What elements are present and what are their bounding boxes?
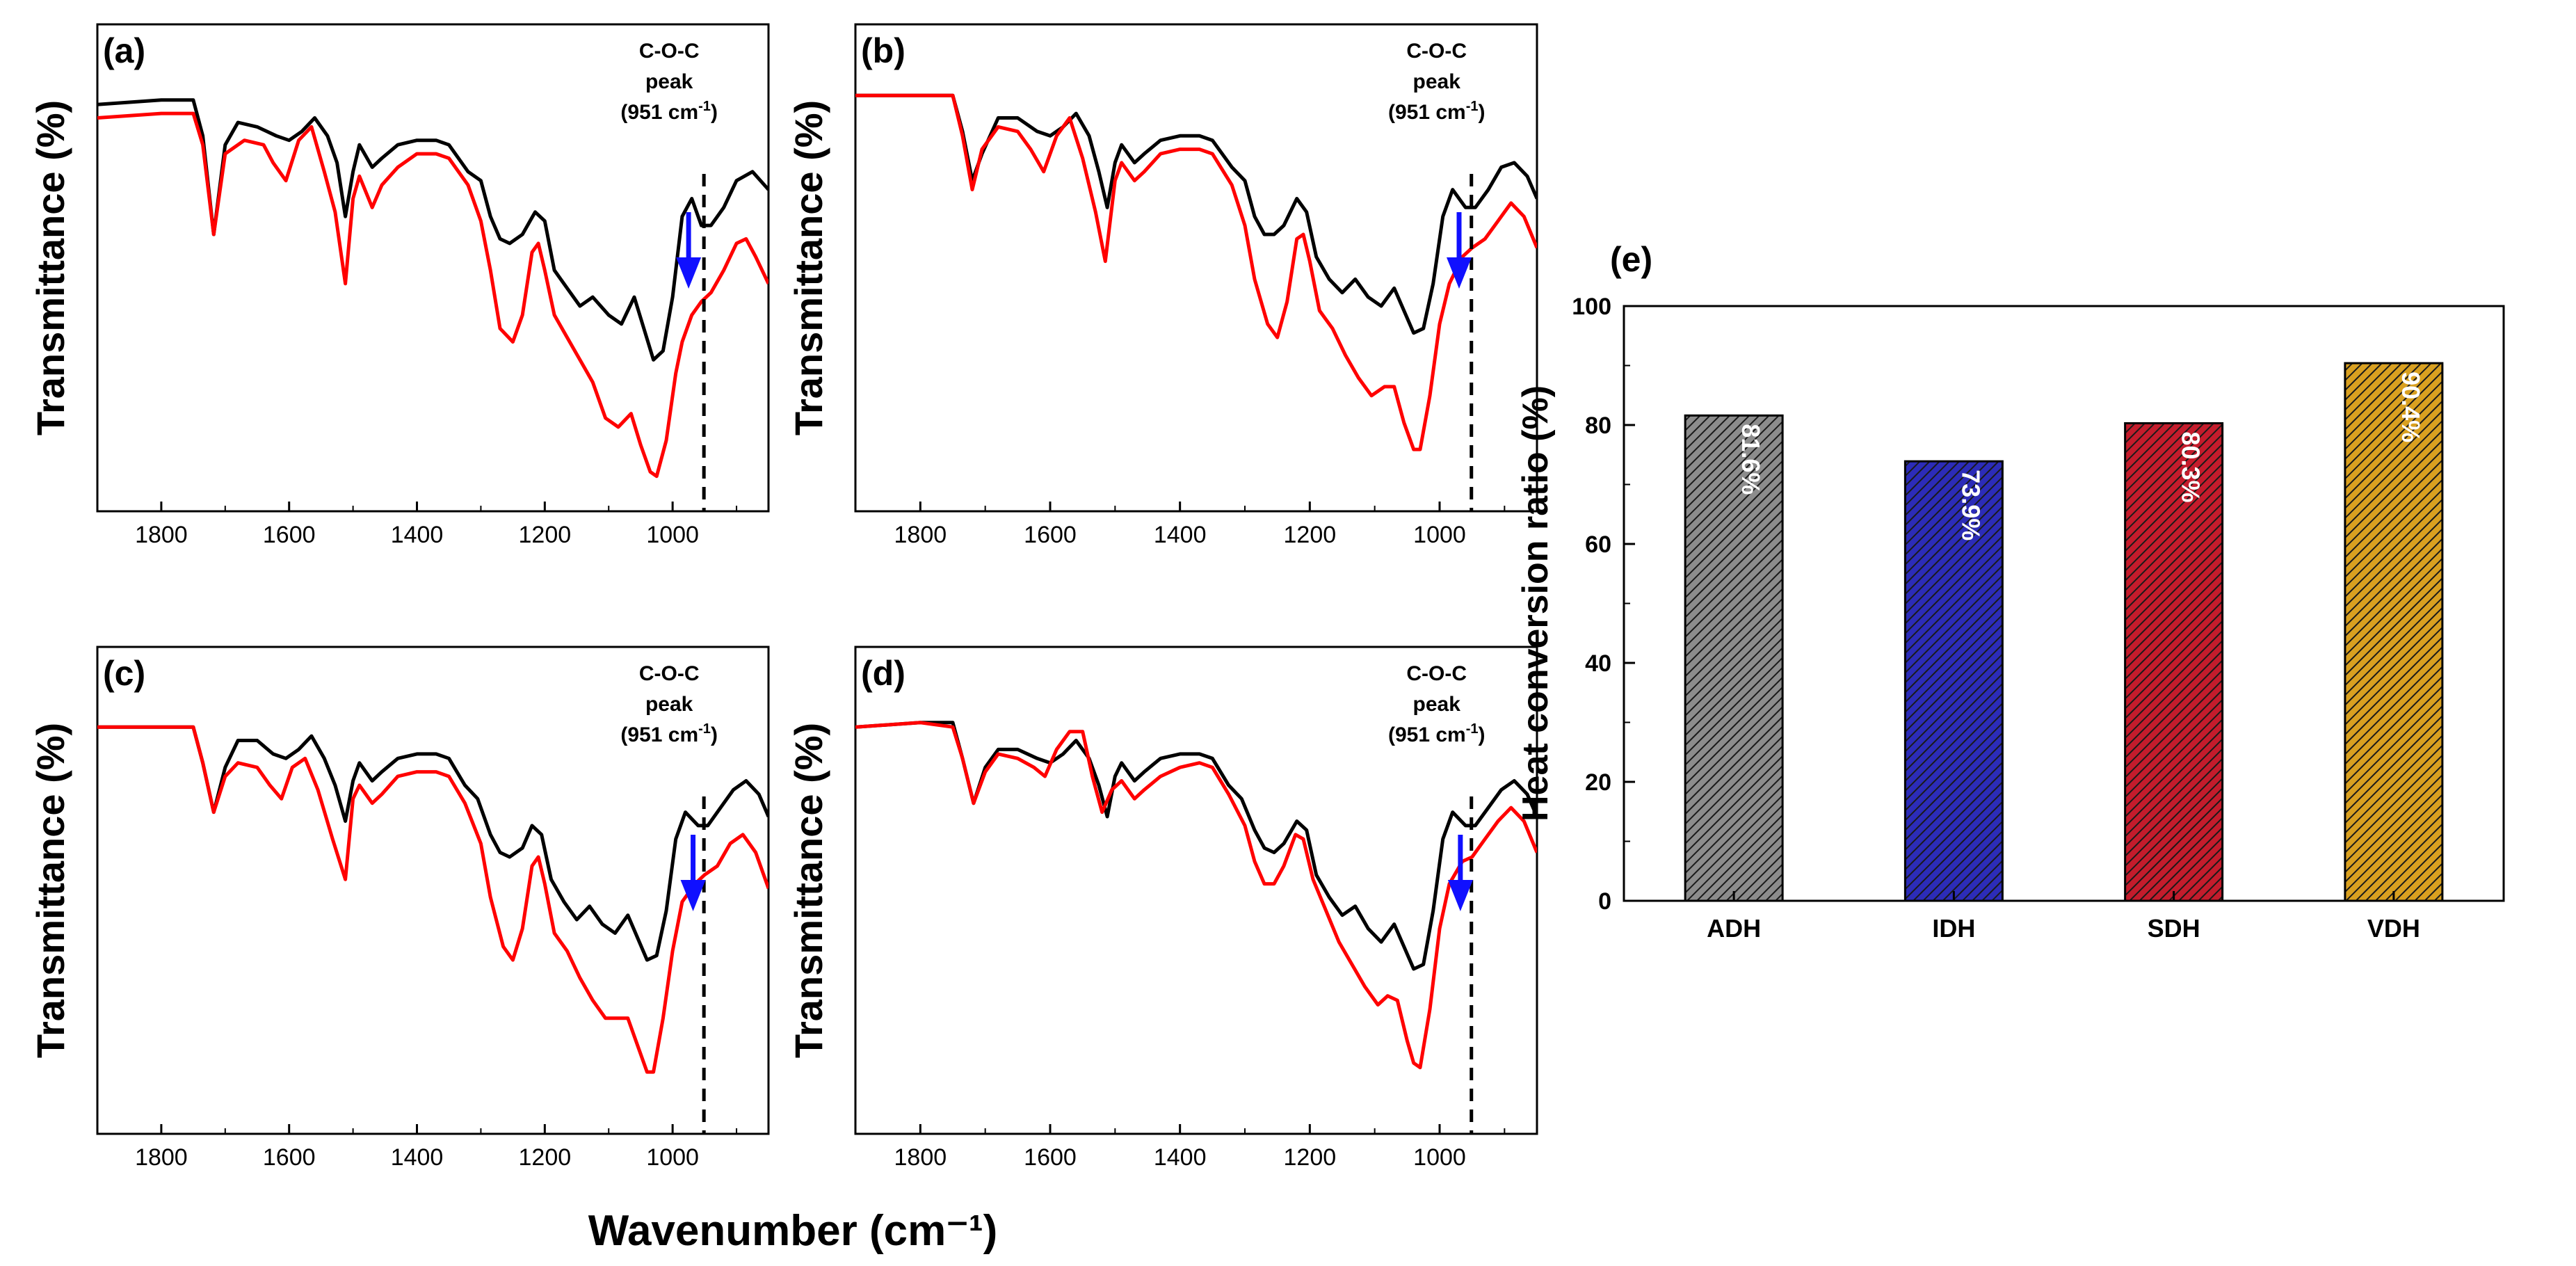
series-line-after <box>97 725 768 1074</box>
x-tick-label: 1600 <box>263 1144 316 1171</box>
ftir-panel-a: 1800 1600 1400 1200 1000 C-O-C peak (951 cm-1) (… <box>29 23 770 548</box>
y-axis-label: Transmittance (%) <box>787 723 830 1058</box>
x-tick-label: 1400 <box>391 522 444 548</box>
annotation-line-3: (951 cm-1) <box>1388 721 1486 746</box>
panel-label: (b) <box>861 31 905 70</box>
plot-frame <box>854 23 1538 513</box>
bar-idh <box>1903 460 2004 902</box>
series-line-before <box>97 98 768 362</box>
x-tick-label: 1000 <box>1413 1144 1466 1171</box>
x-tick-label: 1200 <box>1284 522 1337 548</box>
shared-x-axis-label: Wavenumber (cm⁻¹) <box>588 1207 998 1255</box>
y-axis-label: Heat conversion ratio (%) <box>1515 385 1556 822</box>
y-tick-label: 60 <box>1585 531 1611 558</box>
down-arrow-icon <box>1447 880 1473 911</box>
x-tick-label: 1200 <box>519 522 572 548</box>
x-tick-label: 1600 <box>263 522 316 548</box>
annotation-line-1: C-O-C <box>1406 662 1467 685</box>
ftir-panel-b: 1800 1600 1400 1200 1000 C-O-C peak (951 cm-1) (… <box>787 23 1538 548</box>
y-tick-label: 80 <box>1585 412 1611 439</box>
bar-adh <box>1684 414 1784 902</box>
bar-vdh <box>2344 362 2444 902</box>
x-tick-label: 1800 <box>135 1144 188 1171</box>
plot-frame <box>854 646 1538 1135</box>
series-line-after <box>97 111 768 479</box>
panel-label: (a) <box>103 31 145 70</box>
x-tick-label: 1600 <box>1024 522 1077 548</box>
x-tick-label: 1200 <box>1284 1144 1337 1171</box>
series-line-after <box>855 721 1537 1070</box>
annotation-line-1: C-O-C <box>639 40 700 63</box>
annotation-line-1: C-O-C <box>1406 40 1467 63</box>
ftir-panel-c: 1800 1600 1400 1200 1000 C-O-C peak (951 cm-1) (… <box>29 646 770 1171</box>
down-arrow-icon <box>676 257 702 289</box>
down-arrow-icon <box>1447 257 1472 289</box>
series-line-before <box>855 93 1537 335</box>
annotation-line-1: C-O-C <box>639 662 700 685</box>
x-tick-label: 1600 <box>1024 1144 1077 1171</box>
category-label-vdh: VDH <box>2367 914 2420 943</box>
plot-frame <box>96 646 770 1135</box>
x-tick-label: 1000 <box>646 522 699 548</box>
annotation-line-3: (951 cm-1) <box>620 721 718 746</box>
value-label-idh: 73.9% <box>1956 470 1985 540</box>
annotation-line-3: (951 cm-1) <box>1388 99 1486 124</box>
y-axis-label: Transmittance (%) <box>787 100 830 435</box>
value-label-vdh: 90.4% <box>2397 371 2425 442</box>
annotation-line-3: (951 cm-1) <box>620 99 718 124</box>
y-tick-label: 100 <box>1572 294 1611 320</box>
y-axis-label: Transmittance (%) <box>29 723 72 1058</box>
category-label-idh: IDH <box>1932 914 1975 943</box>
panel-label: (e) <box>1610 240 1652 279</box>
x-tick-label: 1400 <box>391 1144 444 1171</box>
x-tick-label: 1800 <box>894 522 947 548</box>
value-label-adh: 81.6% <box>1737 424 1765 495</box>
bar-sdh <box>2124 422 2224 902</box>
y-axis-label: Transmittance (%) <box>29 100 72 435</box>
panel-label: (d) <box>861 654 905 693</box>
series-line-before <box>855 721 1537 971</box>
x-tick-label: 1400 <box>1154 522 1207 548</box>
y-tick-label: 0 <box>1598 888 1611 915</box>
x-tick-label: 1200 <box>519 1144 572 1171</box>
x-tick-label: 1800 <box>894 1144 947 1171</box>
ftir-panel-d: 1800 1600 1400 1200 1000 C-O-C peak (951 cm-1) (… <box>787 646 1538 1171</box>
annotation-line-2: peak <box>1413 70 1461 93</box>
value-label-sdh: 80.3% <box>2177 431 2205 502</box>
down-arrow-icon <box>680 880 706 911</box>
y-tick-label: 40 <box>1585 650 1611 677</box>
x-tick-label: 1800 <box>135 522 188 548</box>
annotation-line-2: peak <box>1413 693 1461 716</box>
plot-frame <box>96 23 770 513</box>
y-tick-label: 20 <box>1585 769 1611 796</box>
category-label-adh: ADH <box>1707 914 1761 943</box>
annotation-line-2: peak <box>645 693 693 716</box>
annotation-line-2: peak <box>645 70 693 93</box>
category-label-sdh: SDH <box>2148 914 2200 943</box>
panel-label: (c) <box>103 654 145 693</box>
x-tick-label: 1000 <box>1413 522 1466 548</box>
x-tick-label: 1400 <box>1154 1144 1207 1171</box>
series-line-after <box>855 93 1537 451</box>
bar-panel-e: 0 20 40 60 80 100 ADH 81.6% IDH 73.9% SDH 80.3% VDH 9… <box>1515 240 2505 943</box>
x-tick-label: 1000 <box>646 1144 699 1171</box>
series-line-before <box>97 725 768 962</box>
